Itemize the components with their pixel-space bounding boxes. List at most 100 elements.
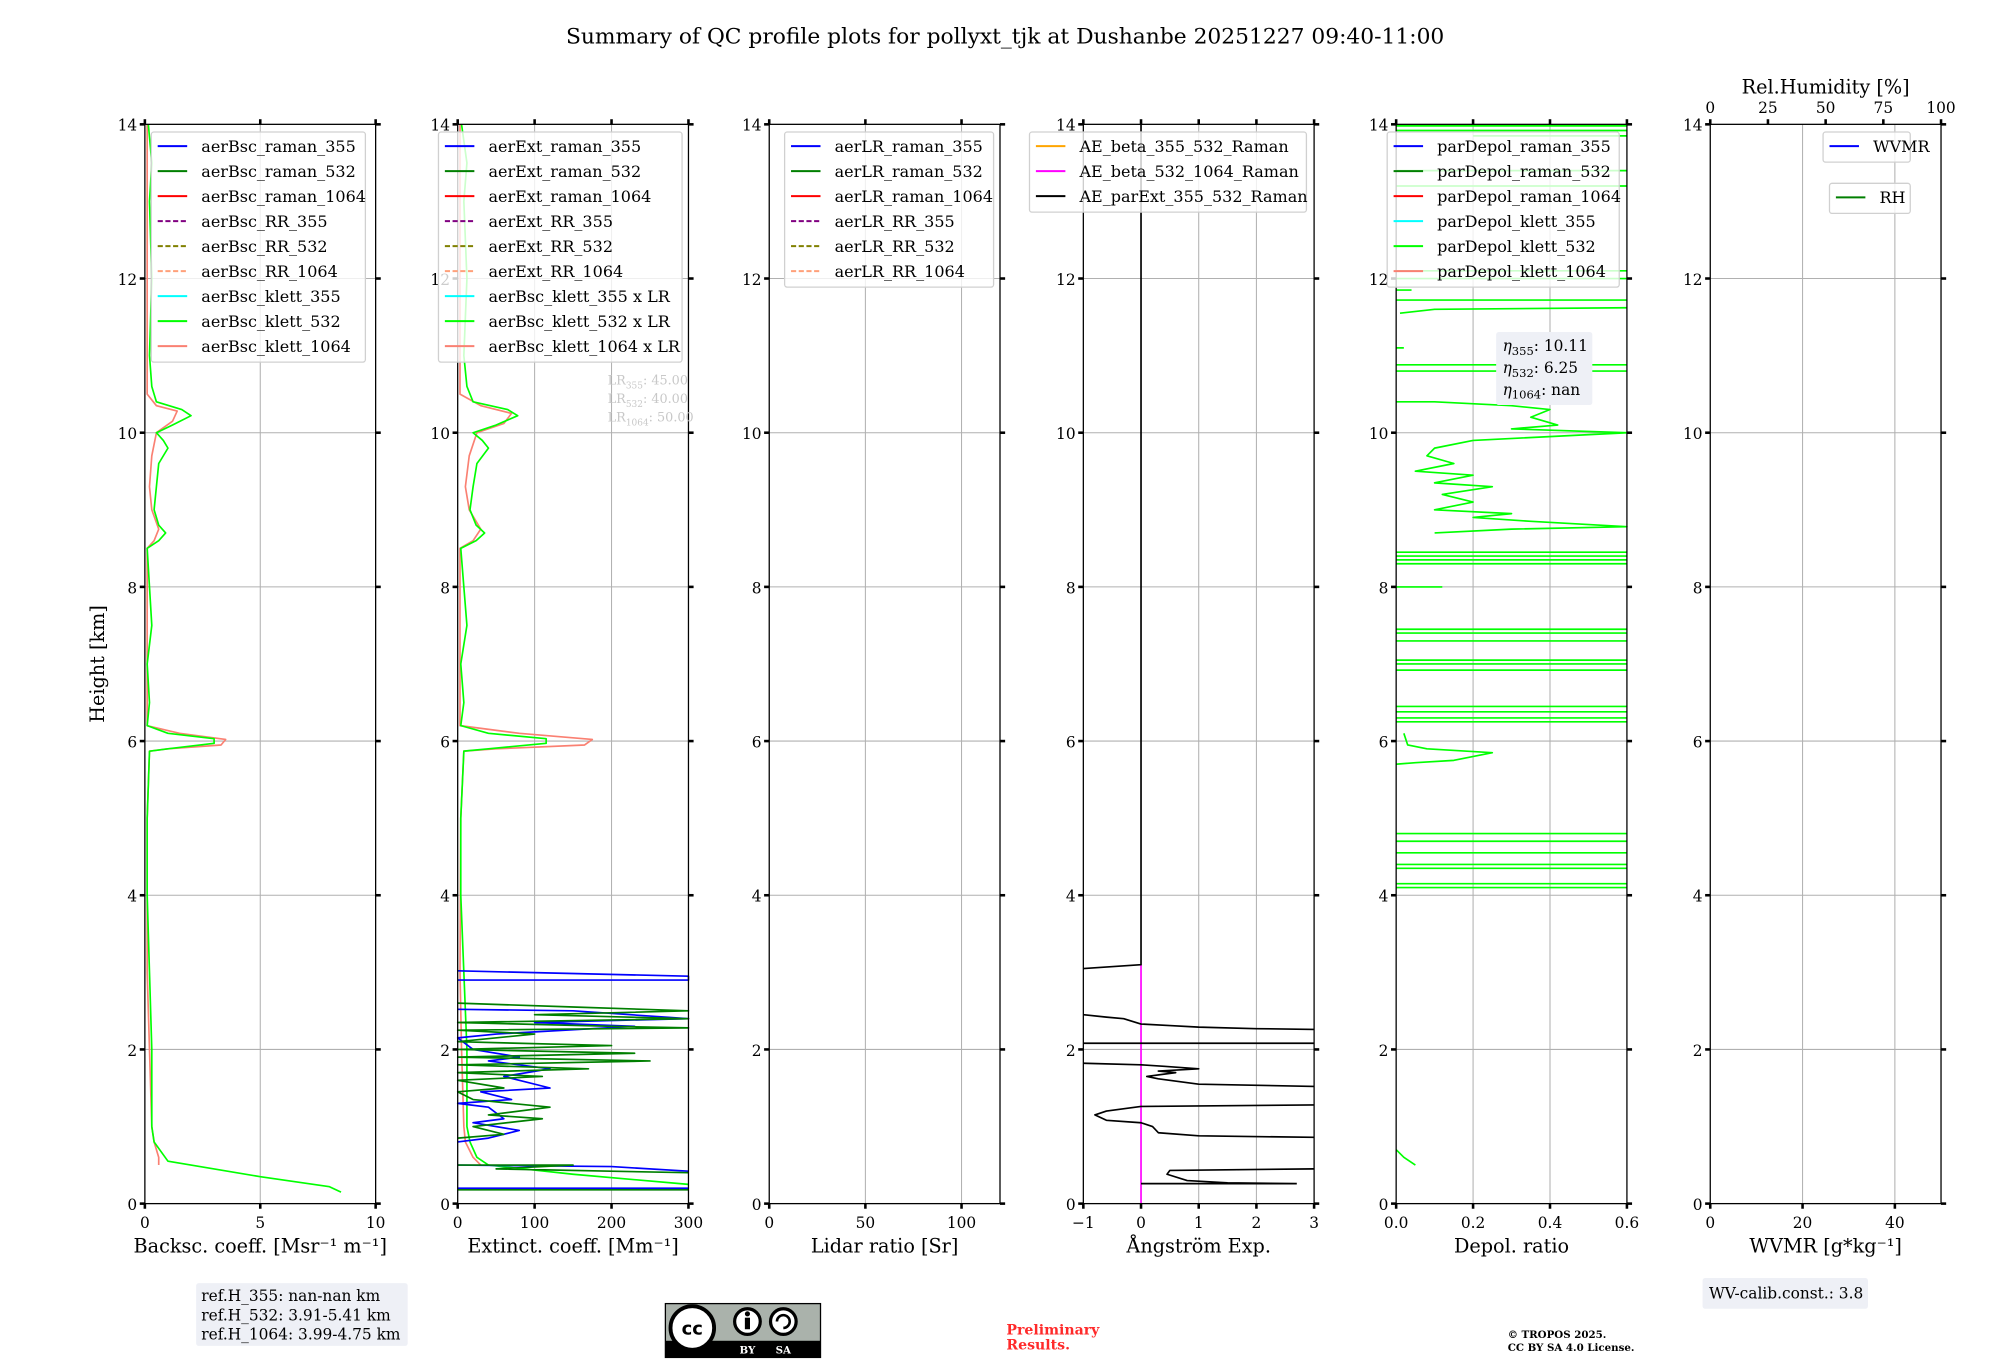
legend-label: aerLR_RR_1064 <box>835 262 965 281</box>
stat-value: : 10.11 <box>1534 337 1588 355</box>
x-tick-label: 5 <box>255 1214 265 1232</box>
legend-label: AE_beta_532_1064_Raman <box>1078 162 1298 181</box>
y-tick-label: 14 <box>118 117 138 135</box>
series-AE_parExt_355_532_Raman <box>1083 124 1315 1185</box>
top-x-tick-label: 50 <box>1816 99 1836 117</box>
panel-5: 0 2 4 6 8 10 12 14 0.0 0.2 0.4 0.6 Depol. ratio parDe… <box>1369 117 1639 1258</box>
legend: AE_beta_355_532_Raman AE_beta_532_1064_Ra… <box>1028 131 1308 213</box>
y-tick-label: 4 <box>1066 888 1076 906</box>
copyright-line1: © TROPOS 2025. <box>1508 1329 1607 1341</box>
legend-label: aerLR_RR_532 <box>835 237 955 256</box>
y-tick-label: 8 <box>440 579 450 597</box>
stat-symbol: η <box>1503 359 1513 377</box>
y-tick-label: 4 <box>1379 888 1389 906</box>
y-tick-label: 12 <box>742 271 762 289</box>
x-tick-label: 40 <box>1885 1214 1905 1232</box>
axes-frame <box>1709 123 1942 1205</box>
y-tick-label: 2 <box>752 1042 762 1060</box>
lr-stat-line: LR532: 40.00 <box>608 392 688 410</box>
panel-2: 024681012140100200300Extinct. coeff. [Mm… <box>430 117 703 1258</box>
legend-box <box>1828 182 1911 215</box>
y-tick-label: 4 <box>752 888 762 906</box>
preliminary-line2: Results. <box>1006 1338 1070 1354</box>
y-tick-label: 14 <box>430 117 450 135</box>
x-tick-label: 0 <box>764 1214 774 1232</box>
series-aerBsc_klett_1064 <box>146 124 227 1166</box>
y-tick-label: 6 <box>127 733 137 751</box>
y-tick-label: 10 <box>1056 425 1076 443</box>
y-tick-label: 10 <box>118 425 138 443</box>
y-axis-label: Height [km] <box>86 605 109 723</box>
legend-label: aerExt_raman_355 <box>488 137 641 156</box>
top-x-tick-label: 100 <box>1926 99 1955 117</box>
legend-label: aerLR_raman_532 <box>835 162 983 181</box>
legend-label: aerBsc_klett_1064 x LR <box>488 337 680 356</box>
stats-background <box>1496 331 1593 406</box>
stat-value: : nan <box>1541 381 1580 399</box>
series-aerBsc_klett_532 <box>146 124 342 1193</box>
legend: aerExt_raman_355 aerExt_raman_532 aerExt_r… <box>437 131 683 363</box>
axes-frame <box>1395 123 1628 1205</box>
legend-label: parDepol_klett_532 <box>1437 237 1596 256</box>
series-aerBsc_klett_532 x LR <box>459 124 689 1186</box>
legend-label: aerExt_raman_532 <box>488 162 641 181</box>
y-tick-label: 8 <box>1693 579 1703 597</box>
y-tick-label: 4 <box>127 888 137 906</box>
stat-symbol: LR <box>608 392 626 407</box>
legend-label: RH <box>1879 188 1905 207</box>
reference-height-box: ref.H_355: nan-nan km ref.H_532: 3.91-5.… <box>196 1283 408 1346</box>
legend-label: AE_beta_355_532_Raman <box>1078 137 1288 156</box>
y-tick-label: 12 <box>1369 271 1389 289</box>
legend-label: parDepol_raman_355 <box>1437 137 1611 156</box>
x-tick-label: −1 <box>1072 1214 1095 1232</box>
legend-label: aerLR_raman_1064 <box>835 187 993 206</box>
y-tick-label: 6 <box>1693 733 1703 751</box>
y-tick-label: 14 <box>1369 117 1389 135</box>
y-tick-label: 10 <box>742 425 762 443</box>
legend-label: aerBsc_klett_1064 <box>201 337 351 356</box>
y-tick-label: 6 <box>440 733 450 751</box>
figure-title: Summary of QC profile plots for pollyxt_… <box>566 25 1444 50</box>
eta-stat-line: η1064: nan <box>1503 381 1581 402</box>
legend-label: aerExt_RR_355 <box>488 212 613 231</box>
stat-subscript: 1064 <box>1512 388 1541 402</box>
legend-label: aerBsc_raman_532 <box>201 162 355 181</box>
top-x-tick-label: 25 <box>1758 99 1778 117</box>
eta-stat-line: η532: 6.25 <box>1503 359 1579 380</box>
legend: aerLR_raman_355 aerLR_raman_532 aerLR_rama… <box>783 131 995 288</box>
y-tick-label: 2 <box>1693 1042 1703 1060</box>
x-axis-label: Backsc. coeff. [Msr⁻¹ m⁻¹] <box>133 1234 387 1257</box>
stat-value: : 6.25 <box>1534 359 1578 377</box>
legend: RH <box>1828 182 1911 215</box>
x-axis-label: Depol. ratio <box>1454 1234 1569 1257</box>
legend-label: aerBsc_RR_355 <box>201 212 327 231</box>
x-tick-label: 3 <box>1309 1214 1319 1232</box>
legend-label: parDepol_klett_1064 <box>1437 262 1606 281</box>
stat-subscript: 355 <box>1512 344 1534 358</box>
y-tick-label: 8 <box>1379 579 1389 597</box>
stat-symbol: η <box>1503 337 1513 355</box>
legend-label: aerBsc_klett_532 x LR <box>488 312 670 331</box>
legend-box <box>437 131 683 363</box>
lr-stat-line: LR355: 45.00 <box>608 374 688 392</box>
y-tick-label: 8 <box>1066 579 1076 597</box>
eta-stat-line: η355: 10.11 <box>1503 337 1588 358</box>
wv-calib-text: WV-calib.const.: 3.8 <box>1709 1284 1863 1302</box>
y-tick-label: 2 <box>1379 1042 1389 1060</box>
wv-calib-box: WV-calib.const.: 3.8 <box>1702 1277 1868 1309</box>
legend-box <box>1028 131 1308 213</box>
lr-stat-line: LR1064: 50.00 <box>608 411 694 429</box>
x-tick-label: 0.6 <box>1615 1214 1639 1232</box>
legend-label: aerBsc_klett_355 <box>201 287 340 306</box>
x-tick-label: 50 <box>856 1214 876 1232</box>
x-tick-label: 20 <box>1793 1214 1813 1232</box>
y-tick-label: 14 <box>742 117 762 135</box>
refh-355: ref.H_355: nan-nan km <box>201 1287 380 1305</box>
stat-value: : 45.00 <box>643 374 688 389</box>
legend-label: parDepol_klett_355 <box>1437 212 1596 231</box>
x-tick-label: 100 <box>947 1214 976 1232</box>
x-tick-label: 300 <box>674 1214 703 1232</box>
x-tick-label: 100 <box>520 1214 549 1232</box>
